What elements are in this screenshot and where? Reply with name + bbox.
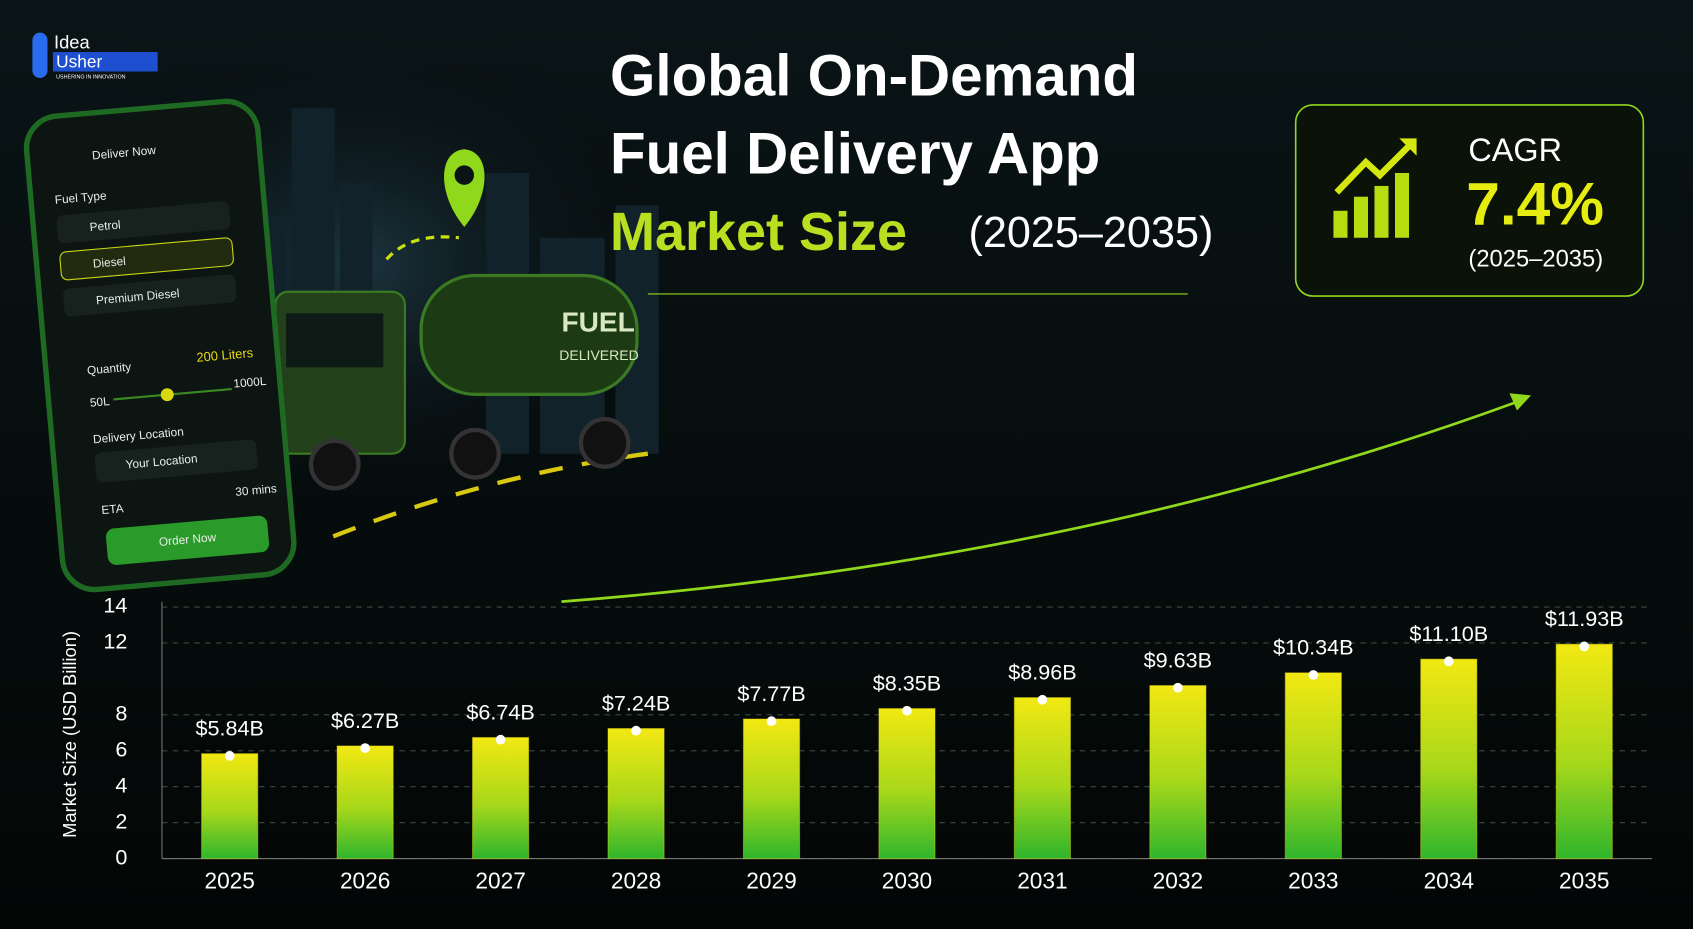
y-tick-label: 8 xyxy=(115,701,127,726)
quantity-value: 200 Liters xyxy=(196,345,254,365)
value-label: $7.77B xyxy=(737,681,805,706)
x-tick-label: 2031 xyxy=(1017,867,1067,893)
x-tick-label: 2032 xyxy=(1153,867,1203,893)
logo-brand: Idea xyxy=(54,31,91,52)
value-label: $8.35B xyxy=(873,671,941,696)
plot: 0 2 4 6 8 12 14 2025 $5.84B 2026 $6.27B 2027 $6.74B 2… xyxy=(103,593,1652,893)
bar-dot xyxy=(631,725,641,736)
fuel-option[interactable]: Petrol xyxy=(89,218,121,235)
phone-label: Quantity xyxy=(86,360,131,378)
bar xyxy=(1149,685,1207,860)
x-tick-label: 2034 xyxy=(1424,867,1474,893)
bar xyxy=(607,727,665,860)
y-tick-label: 12 xyxy=(103,629,127,654)
x-tick-label: 2030 xyxy=(882,867,932,893)
bar xyxy=(878,708,936,860)
slider-max: 1000L xyxy=(233,374,267,391)
order-button[interactable] xyxy=(105,515,270,566)
bar xyxy=(742,718,801,860)
value-label: $9.63B xyxy=(1144,647,1212,672)
slider-min: 50L xyxy=(89,394,110,410)
bar xyxy=(201,753,259,860)
order-button-label[interactable]: Order Now xyxy=(158,530,217,549)
y-tick-label: 0 xyxy=(115,844,127,869)
x-tick-label: 2035 xyxy=(1559,867,1609,893)
x-tick-label: 2033 xyxy=(1288,867,1338,893)
x-tick-label: 2028 xyxy=(611,867,661,893)
bar-dot xyxy=(360,743,371,753)
phone: Deliver Now Fuel Type Petrol Diesel Prem… xyxy=(23,98,297,593)
cagr-period: (2025–2035) xyxy=(1468,246,1603,273)
bar-dot xyxy=(1308,670,1319,680)
truck-badge: FUEL xyxy=(561,307,634,338)
bar-dot xyxy=(495,734,506,745)
truck-badge: DELIVERED xyxy=(559,347,638,363)
eta-label: ETA xyxy=(101,501,124,517)
logo-brand2: Usher xyxy=(56,51,102,71)
value-label: $6.27B xyxy=(331,708,399,733)
x-tick-label: 2025 xyxy=(204,867,254,893)
subtitle-period: (2025–2035) xyxy=(969,209,1214,257)
bar xyxy=(1284,672,1342,860)
cagr-label: CAGR xyxy=(1468,132,1562,168)
value-label: $11.93B xyxy=(1545,606,1624,631)
title-line: Fuel Delivery App xyxy=(610,121,1100,186)
title-line: Global On-Demand xyxy=(610,44,1138,109)
bar-dot xyxy=(766,716,777,726)
bar xyxy=(336,745,394,860)
phone-header: Deliver Now xyxy=(91,143,156,163)
y-tick-label: 6 xyxy=(115,736,127,761)
y-tick-label: 14 xyxy=(103,593,127,618)
trend-arrow xyxy=(561,400,1518,603)
bar xyxy=(1420,658,1478,860)
bar-dot xyxy=(902,705,912,716)
bar-dot xyxy=(1579,641,1590,652)
bar-dot xyxy=(224,750,235,761)
fuel-option[interactable]: Diesel xyxy=(92,254,126,271)
trend-arrowhead xyxy=(1509,393,1532,411)
subtitle: Market Size xyxy=(610,202,907,262)
y-axis-label: Market Size (USD Billion) xyxy=(59,631,80,838)
eta-value: 30 mins xyxy=(235,481,278,499)
bar-dot xyxy=(1037,694,1048,705)
x-tick-label: 2026 xyxy=(340,867,390,893)
bar xyxy=(1555,643,1613,860)
bar xyxy=(471,736,530,860)
value-label: $11.10B xyxy=(1409,621,1488,646)
cagr-box: CAGR 7.4% (2025–2035) xyxy=(1294,104,1645,297)
phone-label: Fuel Type xyxy=(54,188,107,207)
x-tick-label: 2027 xyxy=(475,867,525,893)
bar-dot xyxy=(1173,682,1183,693)
truck: FUEL DELIVERED xyxy=(274,149,649,543)
logo-tagline: USHERING IN INNOVATION xyxy=(56,74,125,80)
value-label: $8.96B xyxy=(1008,660,1076,685)
value-label: $7.24B xyxy=(602,690,670,715)
x-tick-label: 2029 xyxy=(746,867,796,893)
value-label: $6.74B xyxy=(466,699,534,724)
value-label: $5.84B xyxy=(195,716,263,741)
slider[interactable] xyxy=(160,388,174,402)
value-label: $10.34B xyxy=(1273,635,1353,660)
bar-dot xyxy=(1443,656,1454,667)
y-tick-label: 4 xyxy=(115,772,127,797)
logo: Idea Usher USHERING IN INNOVATION xyxy=(32,31,158,80)
location-value[interactable]: Your Location xyxy=(125,451,198,471)
cagr-value: 7.4% xyxy=(1466,170,1604,238)
y-tick-label: 2 xyxy=(115,808,127,833)
bar xyxy=(1013,697,1072,860)
